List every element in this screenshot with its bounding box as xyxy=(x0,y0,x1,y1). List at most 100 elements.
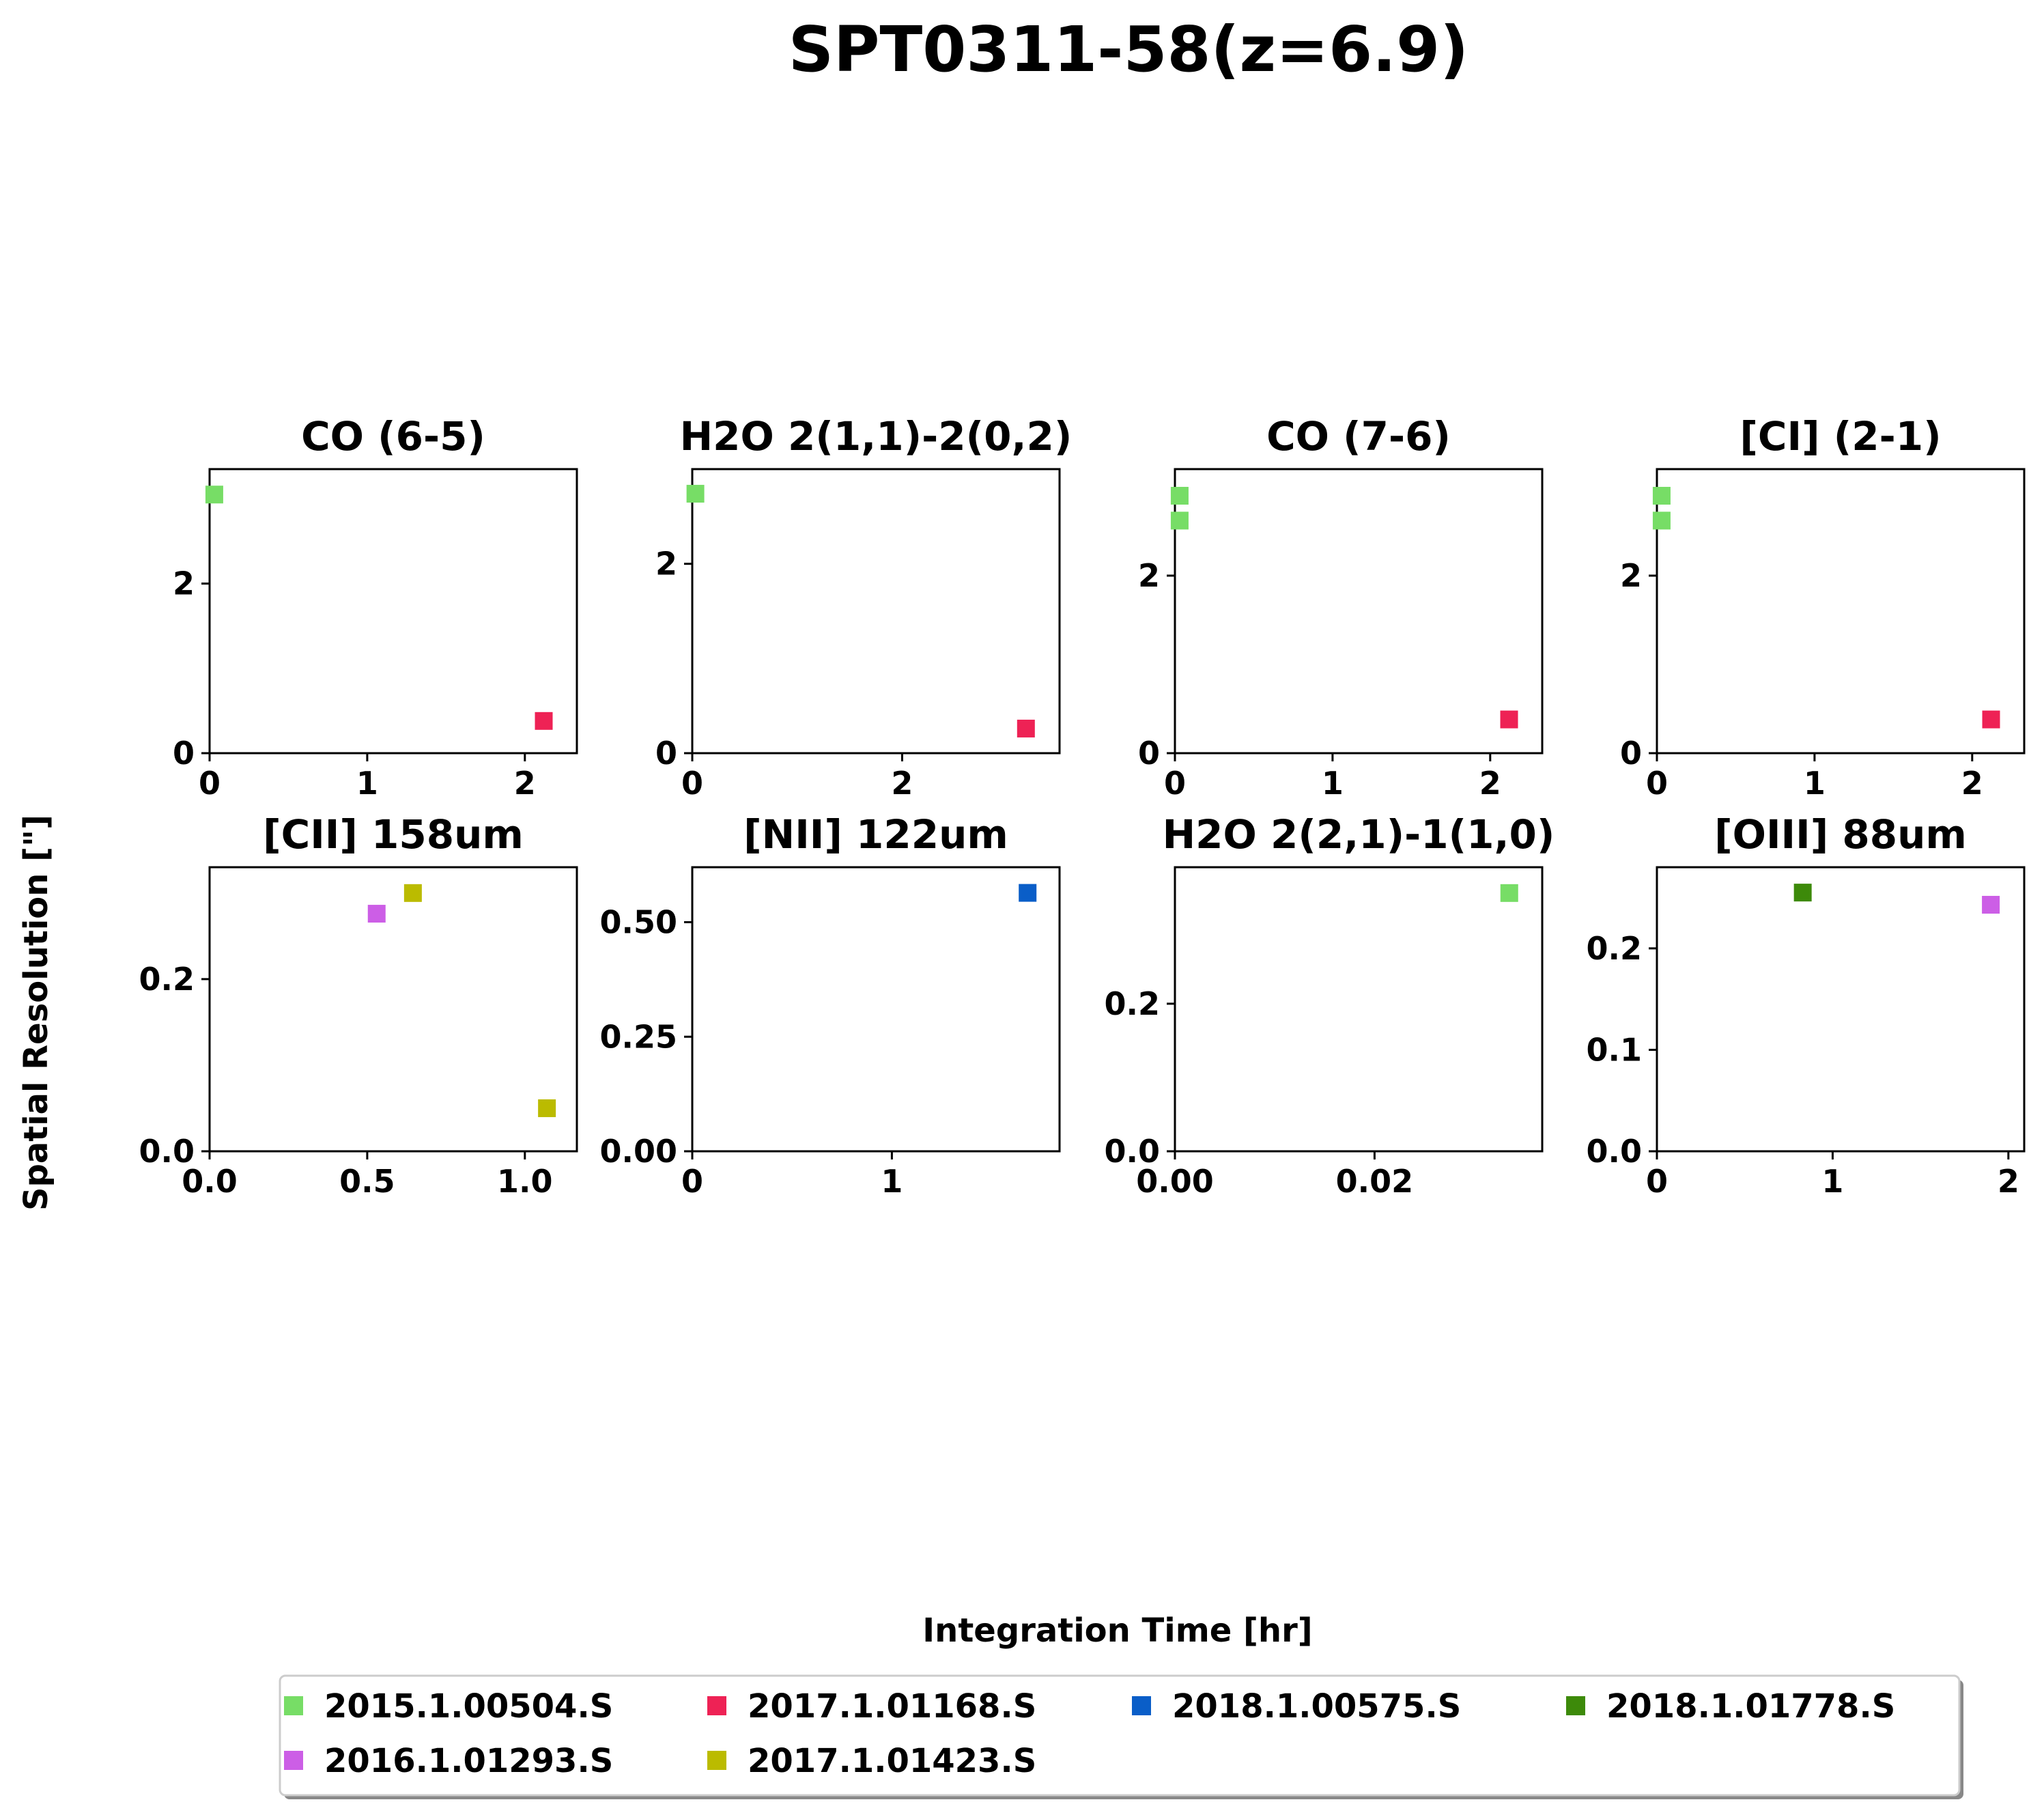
data-point xyxy=(1500,884,1518,902)
data-point xyxy=(1170,487,1189,505)
y-tick-label: 2 xyxy=(1138,557,1160,594)
x-tick-label: 0 xyxy=(1646,765,1668,802)
panel-0: CO (6-5) 0 1 2 0 2 xyxy=(173,413,578,802)
plot-frame xyxy=(208,866,578,1153)
figure-title: SPT0311-58(z=6.9) xyxy=(789,13,1468,86)
legend-items: 2015.1.00504.S 2017.1.01168.S 2018.1.00575… xyxy=(284,1687,1895,1780)
panel-5: [NII] 122um 0 1 0.00 0.25 0.50 xyxy=(600,811,1061,1200)
x-tick-label: 2 xyxy=(1998,1163,2019,1200)
panel-title: CO (6-5) xyxy=(301,413,485,460)
y-tick-label: 0.1 xyxy=(1587,1031,1643,1068)
data-point xyxy=(1652,511,1671,530)
panel-2: CO (7-6) 0 1 2 0 2 xyxy=(1138,413,1544,802)
x-tick-label: 1 xyxy=(1821,1163,1843,1200)
y-tick-label: 0.25 xyxy=(600,1018,678,1055)
data-point xyxy=(1982,710,2000,729)
x-tick-label: 0 xyxy=(1646,1163,1668,1200)
x-tick-label: 0 xyxy=(199,765,221,802)
legend-marker xyxy=(1132,1696,1151,1715)
panel-title: [OIII] 88um xyxy=(1714,811,1967,858)
legend: 2015.1.00504.S 2017.1.01168.S 2018.1.00575… xyxy=(279,1674,1963,1799)
panel-4: [CII] 158um 0.0 0.5 1.0 0.0 0.2 xyxy=(139,811,578,1200)
y-tick-label: 2 xyxy=(655,546,677,582)
x-tick-label: 0 xyxy=(681,1163,703,1200)
panel-6: H2O 2(2,1)-1(1,0) 0.00 0.02 0.0 0.2 xyxy=(1105,811,1555,1200)
panel-title: [CI] (2-1) xyxy=(1740,413,1941,460)
y-tick-label: 0 xyxy=(1138,735,1160,772)
legend-marker xyxy=(284,1751,303,1770)
y-tick-label: 0 xyxy=(1620,735,1642,772)
x-tick-label: 2 xyxy=(514,765,536,802)
data-point xyxy=(686,485,705,503)
y-tick-label: 0.2 xyxy=(1587,930,1643,967)
x-tick-label: 1 xyxy=(881,1163,903,1200)
x-axis-label: Integration Time [hr] xyxy=(922,1612,1312,1650)
y-tick-label: 0.0 xyxy=(1587,1133,1643,1170)
x-tick-label: 2 xyxy=(891,765,913,802)
panel-title: H2O 2(1,1)-2(0,2) xyxy=(680,413,1073,460)
data-point xyxy=(538,1099,556,1117)
data-point xyxy=(1500,710,1518,729)
legend-label: 2016.1.01293.S xyxy=(324,1742,613,1780)
x-tick-label: 1 xyxy=(1322,765,1344,802)
x-tick-label: 0.00 xyxy=(1136,1163,1214,1200)
y-axis-label: Spatial Resolution ["] xyxy=(17,815,55,1211)
x-tick-label: 0.5 xyxy=(339,1163,395,1200)
data-point xyxy=(1019,884,1037,902)
data-point xyxy=(1982,895,2000,914)
data-point xyxy=(205,486,223,504)
legend-label: 2018.1.01778.S xyxy=(1606,1687,1895,1726)
plot-frame xyxy=(1656,468,2026,755)
x-tick-label: 0.02 xyxy=(1336,1163,1414,1200)
x-tick-label: 1 xyxy=(356,765,378,802)
legend-label: 2015.1.00504.S xyxy=(324,1687,613,1726)
y-tick-label: 0.2 xyxy=(139,961,195,998)
panel-title: H2O 2(2,1)-1(1,0) xyxy=(1163,811,1555,858)
legend-box xyxy=(279,1674,1961,1797)
y-tick-label: 0 xyxy=(655,735,677,772)
x-tick-label: 1.0 xyxy=(497,1163,553,1200)
x-tick-label: 1 xyxy=(1804,765,1826,802)
data-point xyxy=(1170,511,1189,530)
legend-entry: 2017.1.01168.S xyxy=(707,1687,1036,1726)
y-tick-label: 0.0 xyxy=(1105,1133,1161,1170)
legend-label: 2017.1.01423.S xyxy=(748,1742,1036,1780)
legend-marker xyxy=(284,1696,303,1715)
y-tick-label: 0.0 xyxy=(139,1133,195,1170)
legend-marker xyxy=(707,1696,726,1715)
plot-frame xyxy=(208,468,578,755)
legend-marker xyxy=(1566,1696,1585,1715)
panel-title: CO (7-6) xyxy=(1266,413,1451,460)
x-tick-label: 0 xyxy=(1164,765,1186,802)
plot-frame xyxy=(1656,866,2026,1153)
panel-3: [CI] (2-1) 0 1 2 0 2 xyxy=(1620,413,2026,802)
y-tick-label: 2 xyxy=(1620,557,1642,594)
data-point xyxy=(1017,719,1035,737)
panel-7: [OIII] 88um 0 1 2 0.0 0.1 0.2 xyxy=(1587,811,2026,1200)
y-tick-label: 2 xyxy=(173,565,195,602)
x-tick-label: 0 xyxy=(681,765,703,802)
panel-title: [NII] 122um xyxy=(743,811,1008,858)
y-tick-label: 0.00 xyxy=(600,1133,678,1170)
data-point xyxy=(1652,487,1671,505)
data-point xyxy=(367,905,386,923)
data-point xyxy=(535,712,553,730)
legend-entry: 2016.1.01293.S xyxy=(284,1742,613,1780)
legend-label: 2017.1.01168.S xyxy=(748,1687,1036,1726)
plot-frame xyxy=(1174,866,1544,1153)
data-point xyxy=(1793,884,1812,902)
plot-frame xyxy=(1174,468,1544,755)
legend-entry: 2018.1.00575.S xyxy=(1132,1687,1461,1726)
legend-label: 2018.1.00575.S xyxy=(1172,1687,1461,1726)
x-tick-label: 0.0 xyxy=(182,1163,238,1200)
legend-entry: 2018.1.01778.S xyxy=(1566,1687,1895,1726)
x-tick-label: 2 xyxy=(1479,765,1501,802)
data-point xyxy=(403,884,422,902)
y-tick-label: 0 xyxy=(173,735,195,772)
legend-marker xyxy=(707,1751,726,1770)
panel-title: [CII] 158um xyxy=(263,811,524,858)
panel-1: H2O 2(1,1)-2(0,2) 0 2 0 2 xyxy=(655,413,1072,802)
